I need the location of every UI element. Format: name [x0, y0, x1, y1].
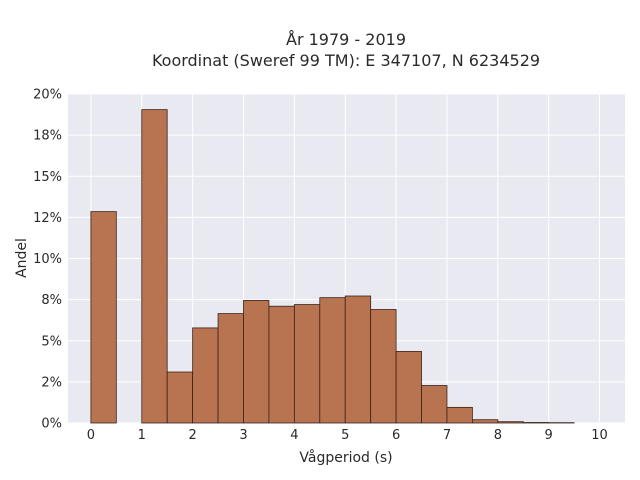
y-axis-label: Andel	[14, 238, 30, 278]
histogram-bar	[217, 313, 244, 424]
histogram-bar	[344, 295, 372, 424]
x-tick-label: 2	[188, 428, 196, 443]
x-tick-label: 7	[443, 428, 451, 443]
x-axis-label: Vågperiod (s)	[299, 449, 392, 466]
y-tick-label: 18%	[33, 129, 62, 144]
x-tick-label: 1	[138, 428, 146, 443]
x-tick-label: 3	[239, 428, 247, 443]
y-tick-label: 12%	[33, 211, 62, 226]
y-tick-label: 0%	[41, 417, 62, 432]
x-tick-label: 0	[87, 428, 95, 443]
histogram-bar	[90, 211, 117, 424]
histogram-bar	[370, 309, 397, 424]
histogram-bar	[166, 371, 194, 424]
histogram-bar	[395, 351, 422, 424]
x-tick-label: 9	[545, 428, 553, 443]
y-tick-label: 15%	[33, 170, 62, 185]
x-tick-label: 6	[392, 428, 400, 443]
histogram-bar	[497, 421, 524, 424]
y-tick-label: 10%	[33, 252, 62, 267]
y-axis-ticks: 0% 2% 5% 8% 10% 12% 15% 18% 20%	[33, 88, 62, 432]
x-tick-label: 4	[290, 428, 298, 443]
y-tick-label: 20%	[33, 88, 62, 103]
histogram-bar	[141, 109, 168, 424]
histogram-bar	[421, 385, 448, 424]
x-tick-label: 10	[591, 428, 608, 443]
x-tick-label: 5	[341, 428, 349, 443]
histogram-bar	[268, 305, 295, 424]
x-axis-ticks: 0 1 2 3 4 5 6 7 8 9 10	[87, 428, 608, 443]
y-tick-label: 8%	[41, 293, 62, 308]
histogram-bar	[293, 304, 321, 424]
histogram-bar	[446, 406, 473, 424]
chart-title-line1: År 1979 - 2019	[286, 30, 406, 49]
histogram-bar	[243, 300, 270, 424]
bars	[90, 109, 575, 424]
histogram-bar	[319, 297, 346, 424]
chart-title-line2: Koordinat (Sweref 99 TM): E 347107, N 62…	[152, 51, 540, 70]
x-tick-label: 8	[494, 428, 502, 443]
histogram-bar	[471, 419, 499, 424]
y-tick-label: 2%	[41, 375, 62, 390]
y-tick-label: 5%	[41, 334, 62, 349]
histogram-bar	[192, 327, 219, 424]
